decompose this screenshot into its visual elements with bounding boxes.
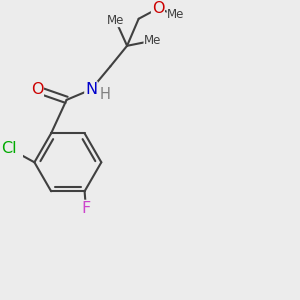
Text: N: N <box>85 82 97 97</box>
Text: Me: Me <box>107 14 124 27</box>
Text: Me: Me <box>144 34 161 47</box>
Text: O: O <box>31 82 43 97</box>
Text: H: H <box>100 87 111 102</box>
Text: Me: Me <box>167 8 185 21</box>
Text: F: F <box>81 200 91 215</box>
Text: Cl: Cl <box>1 141 16 156</box>
Text: O: O <box>152 1 164 16</box>
